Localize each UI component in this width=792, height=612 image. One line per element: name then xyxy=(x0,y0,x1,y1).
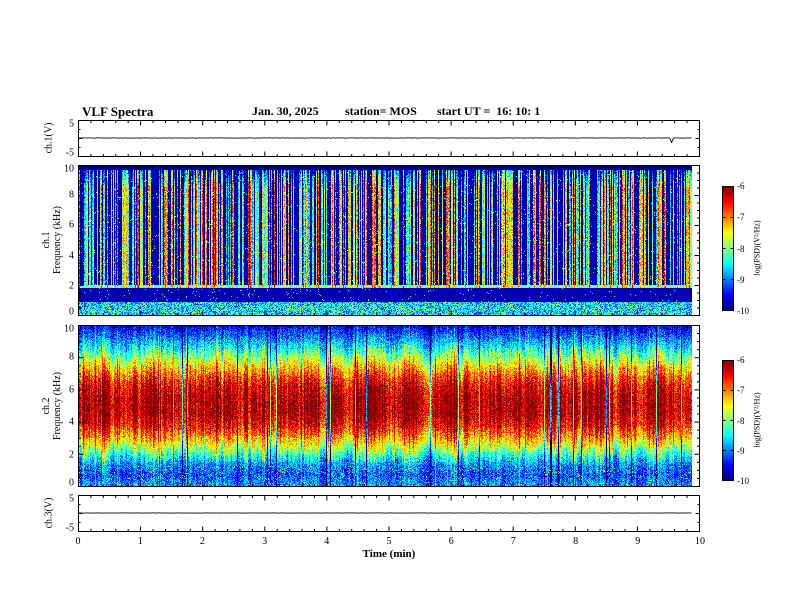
station-label: station= MOS xyxy=(345,104,417,118)
ch1-voltage-waveform-panel xyxy=(78,120,700,157)
ch1-colorbar xyxy=(722,186,734,311)
y-tick-label: 2 xyxy=(69,449,74,461)
y-tick-label: 10 xyxy=(64,323,74,335)
colorbar-tick-label: -10 xyxy=(737,306,749,316)
x-tick-label: 6 xyxy=(448,536,454,547)
y-tick-label: 8 xyxy=(69,189,74,201)
ch2-axis-label-line1: ch.2 xyxy=(41,397,52,415)
start-ut-label: start UT = 16: 10: 1 xyxy=(437,104,541,118)
y-tick-label: 0 xyxy=(69,306,74,318)
colorbar-tick-label: -6 xyxy=(737,355,745,365)
y-tick-label: 5 xyxy=(69,493,74,505)
y-tick-label: 6 xyxy=(69,384,74,396)
y-tick-label: 4 xyxy=(69,250,74,262)
colorbar1-label: log(PSD)(V²/Hz) xyxy=(752,220,762,276)
y-tick-label: 5 xyxy=(69,118,74,130)
ch2-colorbar xyxy=(722,360,734,481)
x-tick-label: 7 xyxy=(510,536,516,547)
colorbar-tick-label: -7 xyxy=(737,385,745,396)
x-tick-label: 1 xyxy=(137,536,143,547)
colorbar-tick-label: -9 xyxy=(737,274,745,285)
x-axis-title: Time (min) xyxy=(362,548,416,560)
y-tick-label: -5 xyxy=(65,522,74,534)
ch1-spectrogram-panel xyxy=(78,165,700,316)
x-tick-label: 4 xyxy=(324,536,330,547)
colorbar-tick-label: -9 xyxy=(737,445,745,456)
colorbar-tick-label: -6 xyxy=(737,181,745,191)
ch3-voltage-axis-label: ch.3(V) xyxy=(43,497,55,529)
x-tick-label: 2 xyxy=(199,536,205,547)
x-tick-label: 10 xyxy=(695,536,705,547)
y-tick-label: 8 xyxy=(69,351,74,363)
ch1-axis-label-line2: Frequency (kHz) xyxy=(52,205,63,275)
ch1-frequency-axis-label: ch.1 Frequency (kHz) xyxy=(41,206,63,274)
y-tick-label: -5 xyxy=(65,147,74,159)
ch2-frequency-axis-label: ch.2 Frequency (kHz) xyxy=(41,372,63,440)
x-tick-label: 9 xyxy=(635,536,641,547)
y-tick-label: 10 xyxy=(64,163,74,175)
date-label: Jan. 30, 2025 xyxy=(252,104,319,118)
ch2-spectrogram-panel xyxy=(78,325,700,487)
y-tick-label: 2 xyxy=(69,280,74,292)
ch1-axis-label-line1: ch.1 xyxy=(41,231,52,249)
y-tick-label: 6 xyxy=(69,219,74,231)
x-tick-label: 3 xyxy=(262,536,268,547)
colorbar-tick-label: -7 xyxy=(737,212,745,223)
plot-title: VLF Spectra xyxy=(82,104,154,119)
colorbar2-label: log(PSD)(V²/Hz) xyxy=(752,392,762,448)
ch1-voltage-axis-label: ch.1(V) xyxy=(43,122,55,154)
y-tick-label: 4 xyxy=(69,416,74,428)
ch2-axis-label-line2: Frequency (kHz) xyxy=(52,371,63,441)
x-tick-label: 5 xyxy=(386,536,392,547)
x-tick-label: 8 xyxy=(573,536,579,547)
x-tick-label: 0 xyxy=(75,536,81,547)
colorbar-tick-label: -8 xyxy=(737,243,745,254)
colorbar-tick-label: -8 xyxy=(737,415,745,426)
colorbar-tick-label: -10 xyxy=(737,476,749,486)
ch3-voltage-waveform-panel xyxy=(78,495,700,532)
y-tick-label: 0 xyxy=(69,477,74,489)
